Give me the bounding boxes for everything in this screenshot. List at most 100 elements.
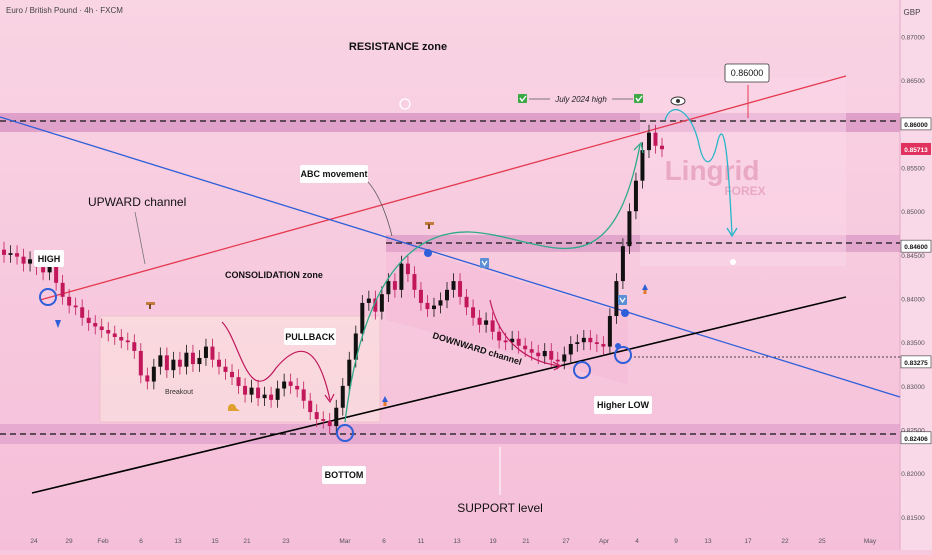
pullback-arrow [221, 321, 331, 401]
candle-body [334, 407, 339, 427]
candle-body [581, 337, 586, 343]
candle-body [67, 296, 72, 306]
candle-body [542, 350, 547, 357]
price-badges: 0.86000 0.85713 0.84600 0.83275 0.82406 [900, 117, 932, 445]
time-tick-label: Feb [97, 538, 109, 545]
abc-arc-arrowhead [633, 141, 644, 154]
price-tick-label: 0.83000 [901, 384, 925, 391]
candle-group [2, 124, 664, 434]
price-tick-label: 0.85500 [901, 166, 925, 173]
currency-label: GBP [904, 8, 921, 17]
candle-body [73, 305, 78, 308]
candle-body [607, 316, 612, 347]
candle-body [15, 253, 20, 257]
pullback-callout: PULLBACK [284, 328, 336, 345]
consolidation-label: CONSOLIDATION zone [225, 270, 323, 280]
abc-callout: ABC movement [300, 165, 368, 183]
candle-body [425, 302, 430, 310]
svg-text:HIGH: HIGH [38, 254, 61, 264]
candle-body [484, 320, 489, 325]
candle-body [594, 342, 599, 344]
upward-channel-leader [134, 211, 146, 265]
candle-body [347, 359, 352, 386]
symbol-title[interactable]: Euro / British Pound · 4h · FXCM [6, 6, 123, 15]
candle-body [373, 298, 378, 312]
hammer-icon-2 [425, 222, 434, 229]
channel-touch-dot-3 [615, 343, 621, 349]
price-badge-label: 0.82406 [904, 436, 928, 443]
candle-body [516, 338, 521, 346]
time-tick-label: 13 [453, 538, 461, 545]
candle-body [340, 385, 345, 408]
candle-body [640, 150, 645, 181]
candle-body [243, 385, 248, 395]
small-down-arrow-icon [55, 320, 61, 328]
time-tick-label: 22 [781, 538, 789, 545]
candle-body [269, 394, 274, 400]
candle-body [151, 366, 156, 382]
rocket-icon-1 [382, 396, 388, 406]
candle-body [353, 333, 358, 360]
price-axis-background [900, 0, 932, 550]
svg-text:ABC movement: ABC movement [300, 169, 367, 179]
time-tick-label: 23 [282, 538, 290, 545]
candle-body [282, 381, 287, 389]
higher-low-marker-2 [614, 346, 632, 364]
abc-leader [367, 181, 393, 237]
candle-body [562, 354, 567, 362]
candle-body [627, 211, 632, 247]
higher-low-callout: Higher LOW [594, 396, 652, 414]
candle-body [184, 352, 189, 367]
candle-body [568, 343, 573, 355]
candle-body [47, 263, 52, 273]
time-tick-label: 13 [704, 538, 712, 545]
candle-body [236, 377, 241, 386]
candle-body [308, 400, 313, 413]
candle-body [412, 274, 417, 290]
downward-arrow [489, 299, 561, 367]
candle-body [197, 357, 202, 365]
projection-arrowhead [726, 227, 738, 238]
candle-body [497, 331, 502, 341]
time-tick-label: Mar [339, 538, 351, 545]
time-tick-label: May [864, 538, 877, 545]
candle-body [549, 350, 554, 360]
abc-zone [386, 240, 628, 384]
candle-body [379, 294, 384, 312]
candle-body [321, 419, 326, 421]
candle-body [399, 263, 404, 290]
candle-body [158, 355, 163, 367]
candle-body [262, 394, 267, 399]
candle-body [477, 317, 482, 325]
candle-body [2, 249, 6, 255]
time-axis[interactable]: 24 29 Feb 6 13 15 21 23 Mar 6 11 13 19 21 27 Apr 4 9 13 17 2… [30, 538, 877, 545]
abc-arc-green [344, 144, 641, 423]
time-tick-label: 15 [211, 538, 219, 545]
time-tick-label: 29 [65, 538, 73, 545]
price-tick-label: 0.82000 [901, 471, 925, 478]
candle-body [8, 253, 13, 255]
candle-body [41, 267, 46, 273]
candle-body [392, 281, 397, 290]
candle-body [614, 281, 619, 317]
candle-body [138, 350, 143, 376]
time-tick-label: 17 [744, 538, 752, 545]
price-tick-label: 0.84500 [901, 253, 925, 260]
price-tick-label: 0.85000 [901, 209, 925, 216]
upward-channel-upper-line [39, 75, 847, 301]
candle-body [145, 375, 150, 382]
candle-body [249, 387, 254, 395]
level-price-badge [900, 239, 932, 253]
candle-body [93, 323, 98, 327]
candle-body [203, 346, 208, 358]
time-tick-label: 21 [522, 538, 530, 545]
candle-body [438, 300, 443, 306]
breakout-label: Breakout [165, 389, 193, 396]
time-tick-label: 9 [674, 538, 678, 545]
candle-body [490, 320, 495, 332]
candle-body [177, 359, 182, 367]
candle-body [601, 343, 606, 347]
last-price-badge [901, 142, 931, 155]
candle-body [620, 246, 625, 282]
